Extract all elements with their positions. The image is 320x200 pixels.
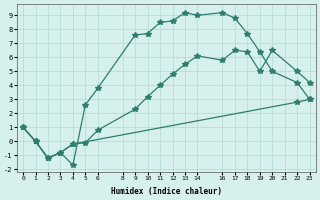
X-axis label: Humidex (Indice chaleur): Humidex (Indice chaleur) [111, 187, 222, 196]
